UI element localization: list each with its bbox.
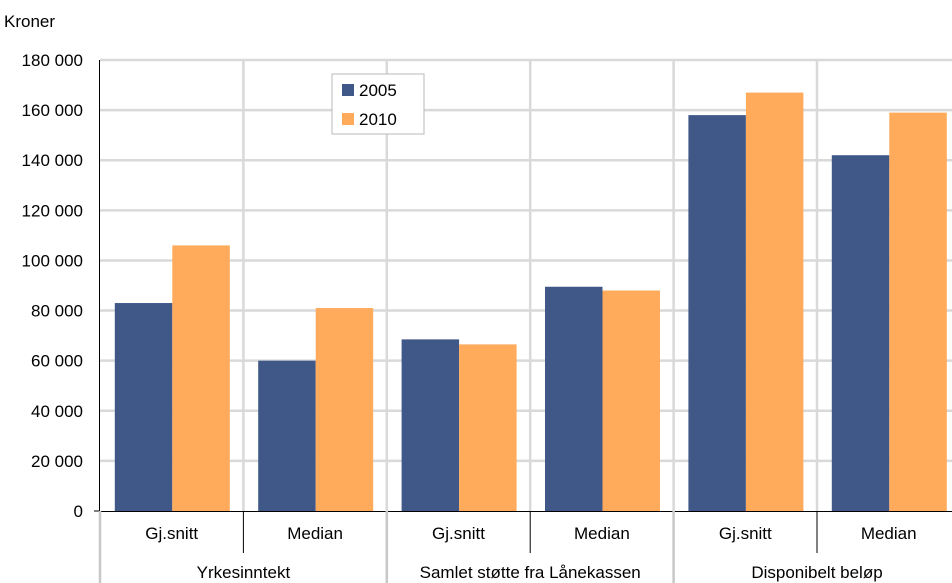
gridlines — [100, 58, 952, 511]
y-tick-label: 0 — [74, 502, 83, 521]
y-tick-label: 60 000 — [31, 352, 83, 371]
bar-2010-gj-snitt — [459, 344, 517, 511]
bar-2005-median — [258, 360, 316, 511]
bar-2010-gj-snitt — [745, 92, 804, 512]
x-tick-label-gj-snitt: Gj.snitt — [719, 524, 772, 543]
y-tick-label: 20 000 — [31, 452, 83, 471]
bar-2010-median — [602, 290, 660, 511]
bar-2005-median — [831, 155, 890, 511]
x-tick-label-gj-snitt: Gj.snitt — [432, 524, 485, 543]
x-tick-label-median: Median — [287, 524, 343, 543]
y-tick-labels: 0 20 000 40 000 60 000 80 000 100 000 120 000 1… — [22, 51, 83, 521]
bar-2005-gj-snitt — [401, 339, 460, 511]
bar-2010-median — [315, 308, 374, 511]
y-tick-label: 140 000 — [22, 151, 83, 170]
bar-2010-median — [889, 112, 947, 511]
group-label-yrkesinntekt: Yrkesinntekt — [197, 563, 291, 582]
bar-2005-gj-snitt — [688, 115, 746, 511]
y-tick-label: 40 000 — [31, 402, 83, 421]
y-tick-label: 180 000 — [22, 51, 83, 70]
legend-swatch-2005 — [342, 84, 354, 96]
y-tick-label: 100 000 — [22, 251, 83, 270]
legend-swatch-2010 — [342, 113, 354, 125]
legend-label-2005: 2005 — [359, 81, 397, 100]
x-tick-labels: Gj.snitt Median Gj.snitt Median Gj.snitt Medi… — [145, 524, 916, 582]
x-tick-label-gj-snitt: Gj.snitt — [145, 524, 198, 543]
bar-2005-median — [545, 286, 603, 511]
group-label-samlet-st-tte-fra-l-nekassen: Samlet støtte fra Lånekassen — [420, 563, 641, 582]
legend-label-2010: 2010 — [359, 110, 397, 129]
x-tick-label-median: Median — [861, 524, 917, 543]
legend: 2005 2010 — [331, 73, 425, 135]
group-label-disponibelt-bel-p: Disponibelt beløp — [751, 563, 882, 582]
bars — [114, 92, 947, 512]
bar-2010-gj-snitt — [172, 245, 230, 511]
bar-2005-gj-snitt — [114, 303, 173, 511]
x-tick-label-median: Median — [574, 524, 630, 543]
axes — [94, 60, 952, 583]
y-tick-label: 80 000 — [31, 302, 83, 321]
y-tick-label: 160 000 — [22, 101, 83, 120]
y-tick-label: 120 000 — [22, 201, 83, 220]
y-axis-title: Kroner — [4, 12, 55, 31]
